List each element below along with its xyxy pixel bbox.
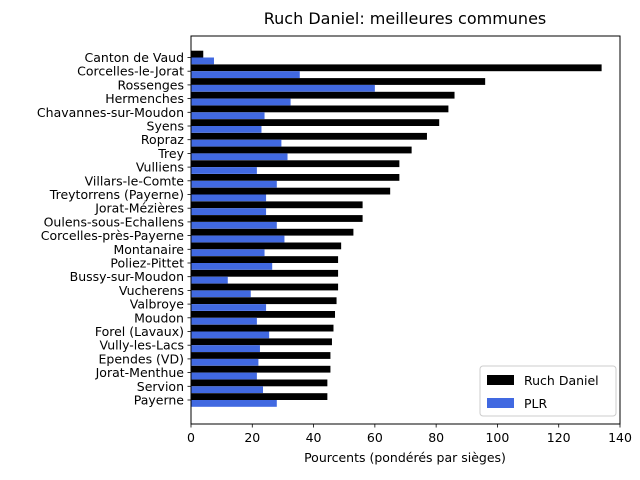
bar-plr-rossenges [191, 84, 375, 92]
y-tick-label: Vully-les-Lacs [100, 338, 184, 353]
x-tick-label: 140 [608, 430, 632, 445]
bar-plr-ropraz [191, 139, 282, 147]
y-tick-label: Hermenches [105, 91, 184, 106]
plot-frame [190, 35, 621, 425]
legend-label-ruch-daniel: Ruch Daniel [524, 373, 599, 388]
bar-ruch-daniel-canton-de-vaud [191, 50, 204, 58]
chart-title: Ruch Daniel: meilleures communes [264, 9, 547, 28]
bar-ruch-daniel-montanaire [191, 242, 342, 250]
bar-ruch-daniel-payerne [191, 393, 328, 400]
bar-plr-valbroye [191, 304, 267, 311]
bar-plr-treytorrens-payerne [191, 194, 267, 202]
y-tick-label: Oulens-sous-Echallens [44, 214, 184, 229]
bar-ruch-daniel-syens [191, 119, 440, 126]
bar-plr-oulens-sous-echallens [191, 221, 277, 229]
y-tick-label: Valbroye [130, 297, 185, 312]
bar-plr-hermenches [191, 98, 291, 106]
y-tick-label: Vucherens [119, 283, 184, 298]
bar-plr-trey [191, 153, 288, 161]
bar-plr-payerne [191, 400, 277, 407]
bar-plr-jorat-mezieres [191, 208, 267, 215]
bar-plr-servion [191, 386, 264, 394]
bar-ruch-daniel-corcelles-pres-payerne [191, 228, 354, 236]
bar-plr-syens [191, 126, 262, 133]
y-tick-label: Treytorrens (Payerne) [49, 187, 184, 202]
bar-ruch-daniel-jorat-mezieres [191, 201, 363, 209]
x-tick-label: 20 [244, 430, 260, 445]
y-tick-label: Trey [157, 146, 184, 161]
bar-plr-corcelles-pres-payerne [191, 235, 285, 243]
x-tick-label: 80 [428, 430, 444, 445]
x-tick-label: 0 [187, 430, 195, 445]
y-tick-label: Chavannes-sur-Moudon [37, 105, 184, 120]
bar-plr-forel-lavaux [191, 331, 270, 339]
bar-ruch-daniel-hermenches [191, 91, 455, 99]
y-tick-label: Ropraz [141, 132, 185, 147]
bar-ruch-daniel-valbroye [191, 297, 337, 305]
bar-plr-bussy-sur-moudon [191, 276, 228, 284]
y-tick-label: Villars-le-Comte [85, 173, 185, 188]
bar-plr-canton-de-vaud [191, 57, 214, 65]
bar-plr-villars-le-comte [191, 180, 277, 188]
bar-plr-ependes-vd [191, 358, 259, 366]
bar-ruch-daniel-vulliens [191, 160, 400, 168]
legend: Ruch Daniel PLR [479, 365, 617, 417]
x-axis-label: Pourcents (pondérés par sièges) [304, 450, 506, 465]
bar-ruch-daniel-treytorrens-payerne [191, 187, 391, 195]
y-tick-label: Servion [137, 379, 184, 394]
bar-plr-jorat-menthue [191, 372, 257, 380]
bar-ruch-daniel-rossenges [191, 78, 486, 85]
bar-ruch-daniel-villars-le-comte [191, 174, 400, 181]
bar-ruch-daniel-corcelles-le-jorat [191, 64, 602, 72]
bar-ruch-daniel-trey [191, 146, 412, 154]
bar-plr-vucherens [191, 290, 251, 298]
y-tick-label: Canton de Vaud [85, 50, 184, 65]
bar-ruch-daniel-chavannes-sur-moudon [191, 105, 449, 113]
bar-ruch-daniel-moudon [191, 311, 336, 318]
y-tick-label: Rossenges [117, 77, 184, 92]
bar-plr-montanaire [191, 249, 265, 257]
bar-ruch-daniel-poliez-pittet [191, 256, 339, 263]
y-tick-label: Jorat-Menthue [95, 365, 185, 380]
y-tick-label: Payerne [134, 393, 185, 408]
bar-ruch-daniel-bussy-sur-moudon [191, 269, 339, 277]
y-tick-label: Poliez-Pittet [110, 256, 184, 271]
x-tick-label: 100 [485, 430, 509, 445]
y-tick-label: Forel (Lavaux) [95, 324, 184, 339]
y-tick-label: Vulliens [136, 160, 184, 175]
bar-plr-vulliens [191, 167, 257, 174]
y-tick-label: Syens [147, 119, 184, 134]
bar-plr-vully-les-lacs [191, 345, 260, 352]
bars-group [191, 50, 602, 407]
bar-plr-chavannes-sur-moudon [191, 112, 265, 120]
bar-ruch-daniel-servion [191, 379, 328, 387]
y-tick-label: Corcelles-le-Jorat [77, 64, 184, 79]
bar-ruch-daniel-jorat-menthue [191, 365, 331, 373]
y-tick-label: Montanaire [113, 242, 184, 257]
x-tick-label: 40 [306, 430, 322, 445]
legend-swatch-ruch-daniel [487, 375, 514, 385]
y-tick-label: Bussy-sur-Moudon [70, 269, 184, 284]
y-tick-label: Ependes (VD) [99, 351, 185, 366]
bar-ruch-daniel-vully-les-lacs [191, 338, 332, 346]
bar-ruch-daniel-ependes-vd [191, 352, 331, 359]
bar-ruch-daniel-vucherens [191, 283, 339, 291]
bar-plr-corcelles-le-jorat [191, 71, 300, 78]
legend-swatch-plr [487, 398, 514, 408]
x-tick-label: 120 [547, 430, 571, 445]
y-tick-label: Moudon [134, 310, 184, 325]
category-labels: Canton de VaudCorcelles-le-JoratRossenge… [37, 50, 191, 408]
bar-ruch-daniel-oulens-sous-echallens [191, 215, 363, 222]
bar-plr-poliez-pittet [191, 263, 273, 270]
bar-ruch-daniel-ropraz [191, 132, 427, 140]
legend-label-plr: PLR [524, 396, 548, 411]
x-tick-label: 60 [367, 430, 383, 445]
bar-ruch-daniel-forel-lavaux [191, 324, 334, 332]
y-tick-label: Jorat-Mézières [94, 201, 184, 216]
bar-plr-moudon [191, 317, 257, 325]
y-tick-label: Corcelles-près-Payerne [41, 228, 185, 243]
x-axis-ticks: 0 20 40 60 80 100 120 140 [187, 424, 632, 445]
